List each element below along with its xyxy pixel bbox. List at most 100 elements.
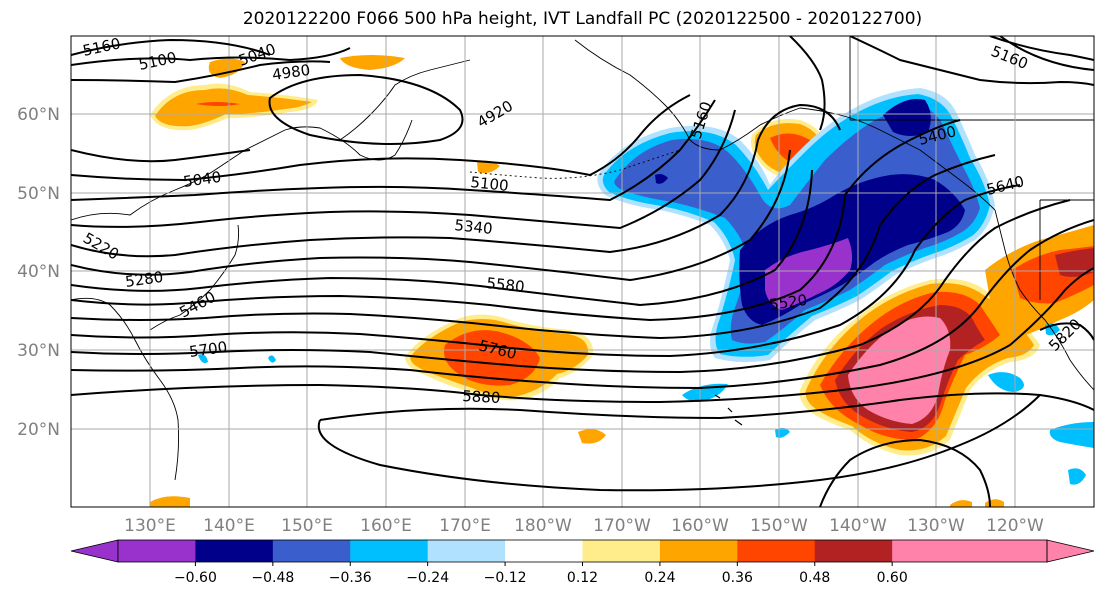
contour-line	[71, 119, 961, 322]
lon-label: 180°W	[514, 516, 572, 536]
colorbar-tick-label: −0.60	[174, 570, 217, 586]
contour-label: 5040	[182, 168, 222, 191]
contour-label: 5100	[470, 173, 510, 195]
colorbar-swatch	[582, 540, 661, 562]
contour-line	[319, 392, 1094, 421]
contour-label: 5880	[462, 387, 501, 407]
contour-line	[71, 109, 736, 230]
colorbar-swatch	[969, 540, 1048, 562]
lon-label: 170°E	[439, 516, 491, 536]
contour-line	[71, 219, 1094, 390]
lon-label: 120°W	[986, 516, 1044, 536]
contour-label: 5160	[81, 34, 122, 60]
ivt-positive-region	[1055, 248, 1094, 277]
contour-line	[819, 438, 991, 507]
coastline-alaska	[574, 39, 996, 211]
lon-label: 150°E	[281, 516, 333, 536]
map-plot-area: 5160 5100 5040 4980 4920 5040 5100 5220 …	[71, 34, 1094, 507]
ivt-positive-region	[477, 160, 500, 174]
ivt-negative-region	[682, 383, 728, 402]
hawaiian-islands	[714, 394, 743, 426]
contour-line	[789, 36, 1094, 131]
ivt-positive-region	[155, 88, 312, 127]
aleutian-islands	[469, 149, 681, 179]
lon-label: 130°E	[124, 516, 176, 536]
lon-label: 130°W	[907, 516, 965, 536]
colorbar-swatch	[737, 540, 816, 562]
colorbar-tick-label: −0.12	[484, 570, 527, 586]
colorbar-extend-low	[70, 539, 119, 563]
lon-label: 160°W	[671, 516, 729, 536]
colorbar-swatch	[118, 540, 196, 562]
contour-label: 5280	[124, 268, 164, 291]
colorbar-swatch	[427, 540, 506, 562]
colorbar-swatch	[350, 540, 429, 562]
contour-line	[1039, 322, 1094, 341]
contour-line	[71, 149, 251, 163]
colorbar-tick-label: −0.24	[406, 570, 449, 586]
contour-line	[71, 169, 813, 307]
contour-line	[317, 394, 1041, 492]
lat-label: 30°N	[17, 341, 60, 361]
colorbar-tick-label: 0.36	[722, 570, 753, 586]
colorbar-tick-label: −0.48	[251, 570, 294, 586]
ivt-positive-region	[340, 55, 405, 70]
contour-label: 5580	[486, 274, 526, 296]
ivt-shading	[150, 55, 1094, 507]
colorbar-swatch	[195, 540, 274, 562]
ivt-positive-region	[150, 496, 190, 507]
ivt-positive-region	[950, 500, 972, 507]
contour-label: 5700	[188, 338, 228, 361]
contour-line	[71, 60, 331, 84]
ivt-negative-region	[198, 354, 208, 364]
contour-line	[71, 154, 996, 340]
contour-line	[71, 184, 1021, 358]
coastline-na-west	[994, 209, 1094, 391]
colorbar-tick-label: 0.60	[877, 570, 908, 586]
colorbar-swatch	[272, 540, 351, 562]
contour-line	[71, 149, 791, 282]
contour-line	[71, 99, 716, 202]
ivt-positive-region	[578, 429, 606, 444]
colorbar-swatch	[892, 540, 971, 562]
latitude-labels: 60°N 50°N 40°N 30°N 20°N	[17, 105, 60, 440]
lon-label: 170°W	[593, 516, 651, 536]
map-title: 2020122200 F066 500 hPa height, IVT Land…	[242, 9, 923, 29]
colorbar-tick-label: 0.24	[644, 570, 675, 586]
longitude-labels: 130°E 140°E 150°E 160°E 170°E 180°W 170°…	[124, 516, 1044, 536]
lat-label: 60°N	[17, 105, 60, 125]
ivt-negative-region	[765, 238, 853, 310]
colorbar-tick-label: 0.12	[567, 570, 598, 586]
contour-line	[71, 94, 691, 182]
ivt-negative-region	[883, 99, 931, 136]
contour-label: 4980	[271, 61, 311, 84]
colorbar: −0.60 −0.48 −0.36 −0.24 −0.12 0.12 0.24 0.36 0.4…	[70, 539, 1095, 586]
coastline-asia	[71, 119, 413, 221]
colorbar-extend-high	[1046, 539, 1095, 563]
contour-line	[268, 73, 464, 145]
lat-label: 50°N	[17, 184, 60, 204]
contour-line	[989, 36, 1094, 71]
ivt-negative-region	[655, 174, 668, 184]
lon-label: 150°W	[750, 516, 808, 536]
ivt-negative-region	[268, 355, 276, 363]
lon-label: 160°E	[360, 516, 412, 536]
contour-line	[71, 38, 271, 56]
lon-label: 140°W	[829, 516, 887, 536]
lat-label: 40°N	[17, 262, 60, 282]
colorbar-swatch	[659, 540, 738, 562]
contour-line	[71, 267, 1094, 404]
colorbar-swatch	[505, 540, 583, 562]
contour-line	[71, 103, 841, 258]
gridlines	[71, 36, 1094, 507]
coastline-kamchatka	[339, 59, 471, 141]
colorbar-tick-label: 0.48	[799, 570, 830, 586]
contour-line	[71, 47, 351, 66]
contour-label: 5340	[454, 216, 494, 238]
ivt-negative-region	[1068, 468, 1086, 485]
lat-label: 20°N	[17, 420, 60, 440]
lon-label: 140°E	[203, 516, 255, 536]
contour-label: 5520	[768, 291, 808, 314]
ivt-positive-region	[208, 58, 245, 78]
